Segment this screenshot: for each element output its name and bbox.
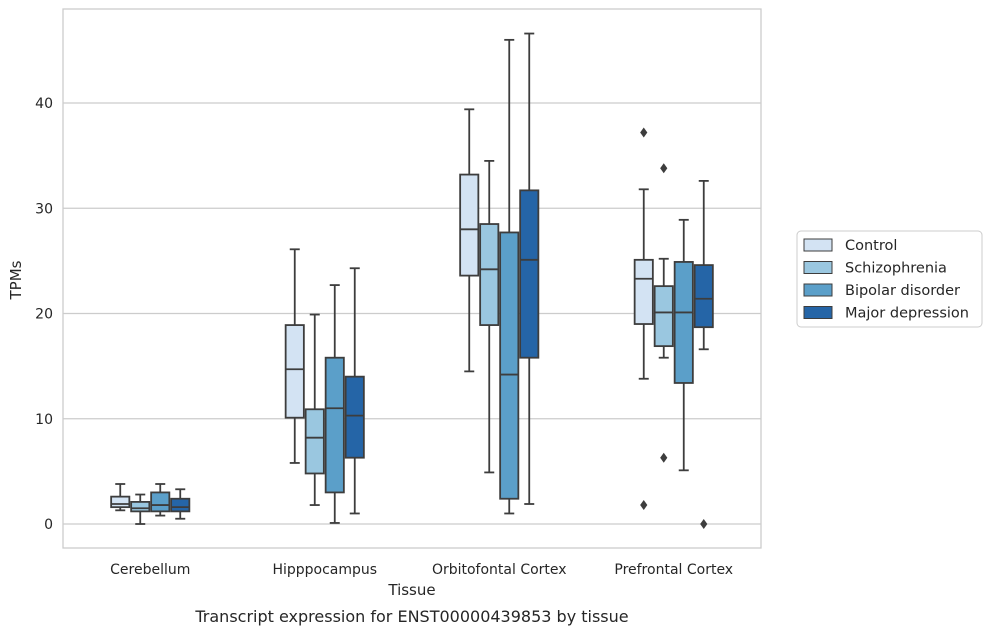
box-iqr (499, 231, 520, 500)
box-major-depression (170, 488, 191, 520)
legend: Control Schizophrenia Bipolar disorder Majo… (796, 230, 983, 328)
box-iqr (110, 495, 131, 509)
x-tick-label: Hipppocampus (272, 562, 377, 578)
box-iqr (304, 408, 325, 475)
y-tick-label: 20 (35, 307, 53, 323)
legend-swatch (803, 283, 833, 297)
y-tick-label: 0 (44, 517, 53, 533)
box-iqr (519, 189, 540, 359)
outlier-point (660, 452, 668, 463)
x-tick-labels: Cerebellum Hipppocampus Orbitofontal Corte… (110, 562, 733, 578)
box-bipolar-disorder (150, 483, 171, 517)
box-iqr (150, 491, 171, 513)
outlier-point (640, 500, 648, 511)
legend-label: Schizophrenia (845, 261, 947, 277)
gridlines (63, 102, 761, 525)
box-iqr (459, 173, 480, 277)
y-tick-label: 30 (35, 201, 53, 217)
y-tick-label: 10 (35, 412, 53, 428)
box-iqr (673, 261, 694, 384)
x-tick-label: Cerebellum (110, 562, 190, 578)
box-schizophrenia (479, 159, 500, 474)
box-iqr (284, 324, 305, 419)
legend-swatch (803, 306, 833, 319)
box-iqr (653, 285, 674, 348)
legend-box (796, 230, 983, 328)
legend-label: Major depression (845, 306, 969, 322)
x-axis-label: Tissue (387, 581, 435, 599)
plot-frame (62, 8, 762, 549)
y-tick-labels: 0 10 20 30 40 (35, 96, 53, 533)
box-iqr (324, 356, 345, 494)
box-bipolar-disorder (499, 38, 520, 515)
legend-label: Control (845, 238, 897, 254)
y-tick-label: 40 (35, 96, 53, 112)
box-control (633, 127, 654, 511)
outlier-point (700, 519, 708, 529)
box-bipolar-disorder (324, 284, 345, 524)
box-iqr (479, 223, 500, 326)
box-iqr (633, 258, 654, 325)
box-major-depression (344, 267, 365, 515)
box-control (284, 248, 305, 464)
y-axis-label: TPMs (7, 260, 25, 300)
box-control (110, 483, 131, 512)
box-plots (110, 32, 714, 529)
box-iqr (130, 500, 151, 513)
chart-caption: Transcript expression for ENST0000043985… (194, 607, 628, 626)
box-iqr (170, 497, 191, 513)
box-schizophrenia (653, 163, 674, 463)
outlier-point (660, 163, 668, 174)
x-tick-label: Orbitofontal Cortex (432, 562, 567, 578)
box-schizophrenia (130, 493, 151, 525)
box-control (459, 108, 480, 373)
box-schizophrenia (304, 313, 325, 506)
legend-swatch (803, 238, 833, 252)
box-bipolar-disorder (673, 218, 694, 472)
box-major-depression (519, 32, 540, 505)
outlier-point (640, 127, 648, 138)
legend-label: Bipolar disorder (845, 283, 960, 299)
x-tick-label: Prefrontal Cortex (614, 562, 733, 578)
box-major-depression (693, 179, 714, 529)
legend-swatch (803, 261, 833, 274)
box-iqr (693, 264, 714, 329)
box-iqr (344, 375, 365, 459)
